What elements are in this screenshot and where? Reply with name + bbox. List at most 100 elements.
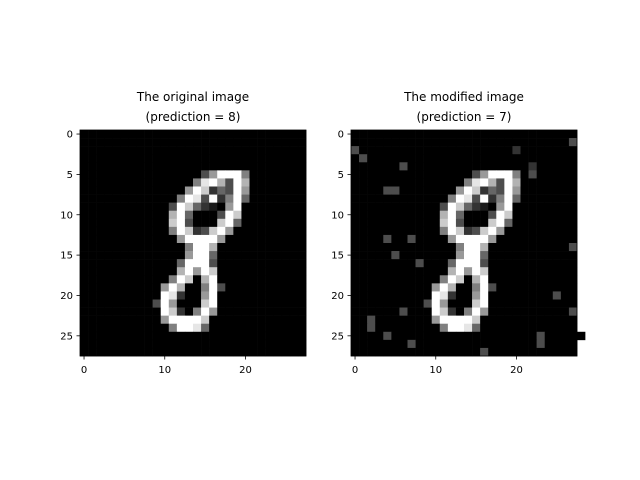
pixel xyxy=(281,243,291,252)
pixel xyxy=(415,243,424,252)
pixel xyxy=(144,146,153,155)
pixel xyxy=(217,243,226,252)
pixel xyxy=(136,130,145,139)
pixel xyxy=(351,162,360,171)
pixel xyxy=(423,194,433,203)
pixel xyxy=(536,130,546,139)
pixel xyxy=(201,194,210,203)
pixel xyxy=(112,162,121,171)
pixel xyxy=(480,234,489,244)
pixel xyxy=(359,138,368,147)
pixel xyxy=(520,299,529,308)
pixel xyxy=(120,291,129,300)
pixel xyxy=(375,194,384,203)
pixel xyxy=(415,226,424,236)
pixel xyxy=(281,226,291,236)
pixel xyxy=(249,202,258,212)
pixel xyxy=(104,307,113,316)
pixel xyxy=(152,226,162,236)
pixel xyxy=(407,178,416,187)
pixel xyxy=(257,283,266,292)
pixel xyxy=(359,162,368,171)
pixel xyxy=(217,339,226,349)
pixel xyxy=(176,323,186,333)
pixel xyxy=(512,170,521,179)
pixel xyxy=(273,194,283,203)
pixel xyxy=(168,130,178,139)
pixel xyxy=(359,251,368,260)
pixel xyxy=(464,178,473,187)
pixel xyxy=(480,259,489,268)
pixel xyxy=(233,243,242,252)
pixel xyxy=(273,146,283,155)
pixel xyxy=(217,170,226,179)
pixel xyxy=(415,194,424,203)
pixel xyxy=(225,146,234,155)
pixel xyxy=(504,146,513,155)
pixel xyxy=(184,218,194,228)
pixel xyxy=(455,331,465,341)
pixel xyxy=(560,323,570,333)
pixel xyxy=(233,146,242,155)
pixel xyxy=(217,162,226,171)
pixel xyxy=(512,347,521,357)
pixel xyxy=(80,259,89,268)
pixel xyxy=(184,138,194,147)
pixel xyxy=(512,259,521,268)
pixel xyxy=(201,178,210,187)
pixel xyxy=(233,331,242,341)
pixel xyxy=(112,283,121,292)
pixel xyxy=(447,323,457,333)
pixel xyxy=(423,283,433,292)
pixel xyxy=(496,186,505,195)
y-tick-label: 25 xyxy=(331,331,344,342)
pixel xyxy=(359,186,368,195)
pixel xyxy=(249,251,258,260)
pixel xyxy=(375,299,384,308)
pixel xyxy=(536,251,546,260)
pixel xyxy=(88,218,97,228)
pixel xyxy=(423,323,433,333)
pixel xyxy=(383,202,392,212)
pixel xyxy=(184,226,194,236)
pixel xyxy=(496,291,505,300)
pixel xyxy=(104,202,113,212)
pixel xyxy=(233,267,242,276)
pixel xyxy=(160,234,170,244)
pixel xyxy=(201,138,210,147)
pixel xyxy=(383,315,392,325)
pixel xyxy=(104,130,113,139)
pixel xyxy=(544,299,554,308)
pixel xyxy=(184,315,194,325)
pixel xyxy=(80,226,89,236)
pixel xyxy=(431,283,441,292)
pixel xyxy=(447,202,457,212)
pixel xyxy=(560,130,570,139)
pixel xyxy=(104,267,113,276)
pixel xyxy=(455,154,465,163)
pixel xyxy=(193,307,202,316)
pixel xyxy=(504,347,513,357)
pixel xyxy=(464,226,473,236)
pixel xyxy=(160,170,170,179)
pixel xyxy=(96,226,105,236)
pixel xyxy=(136,146,145,155)
pixel xyxy=(152,154,162,163)
pixel xyxy=(209,307,218,316)
pixel xyxy=(136,315,145,325)
pixel xyxy=(367,202,376,212)
pixel xyxy=(96,283,105,292)
pixel xyxy=(480,307,489,316)
pixel xyxy=(289,130,299,139)
pixel xyxy=(383,267,392,276)
pixel xyxy=(407,154,416,163)
pixel xyxy=(464,307,473,316)
pixel xyxy=(431,307,441,316)
pixel xyxy=(152,138,162,147)
pixel xyxy=(184,299,194,308)
pixel xyxy=(257,251,266,260)
pixel xyxy=(241,267,250,276)
pixel xyxy=(367,186,376,195)
pixel xyxy=(273,267,283,276)
pixel xyxy=(88,194,97,203)
